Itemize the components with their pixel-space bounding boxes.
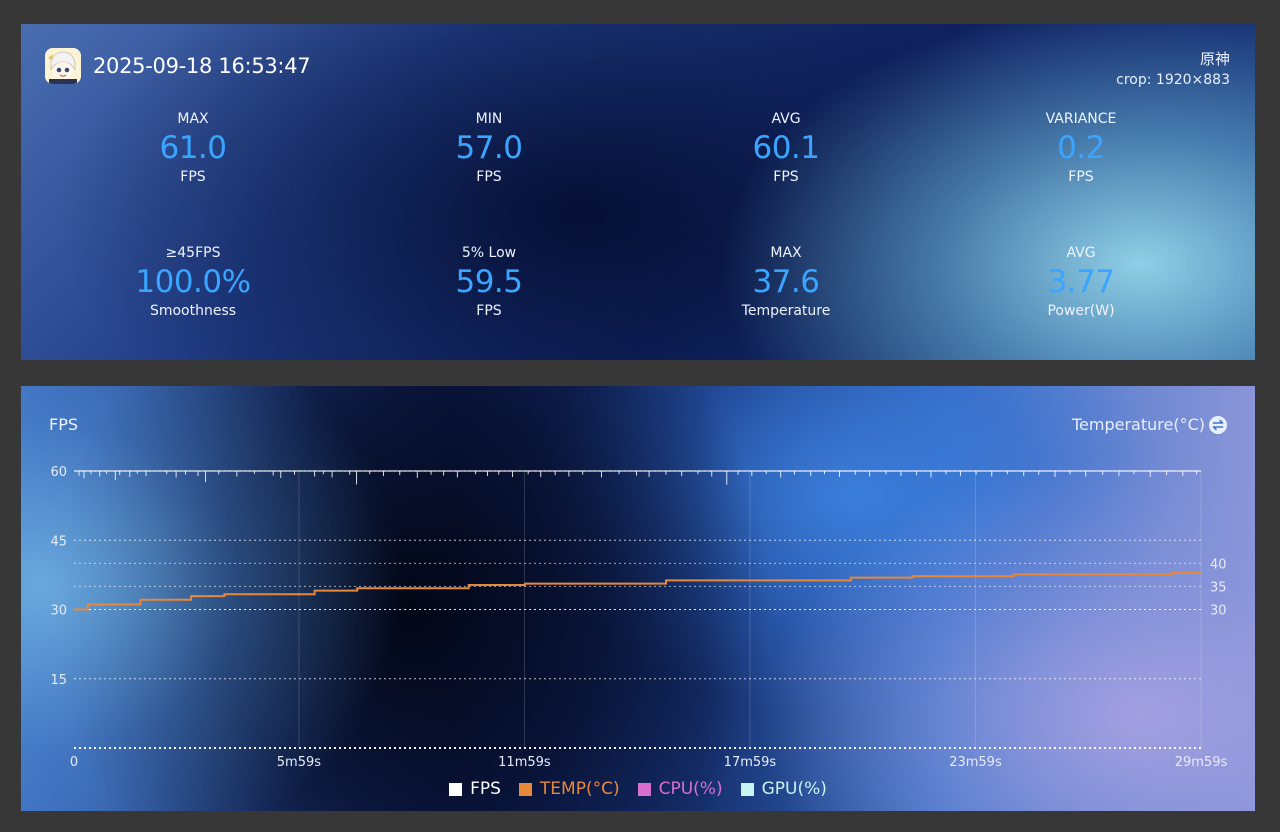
legend-item-temp[interactable]: TEMP(°C) bbox=[518, 778, 620, 800]
stat-label: AVG bbox=[1066, 245, 1096, 261]
stat-avg-fps: AVG 60.1 FPS bbox=[638, 109, 934, 187]
y-tick-label-left: 30 bbox=[50, 604, 67, 619]
legend-item-cpu[interactable]: CPU(%) bbox=[637, 778, 723, 800]
x-tick-label: 23m59s bbox=[949, 755, 1002, 770]
y-tick-label-right: 35 bbox=[1210, 580, 1227, 595]
crop-resolution: crop: 1920×883 bbox=[1116, 72, 1230, 88]
stat-unit: FPS bbox=[476, 303, 502, 319]
stat-label: 5% Low bbox=[461, 245, 517, 261]
app-icon bbox=[45, 48, 81, 84]
y-tick-label-left: 60 bbox=[50, 465, 67, 480]
legend-swatch bbox=[449, 782, 463, 796]
y-tick-label-left: 45 bbox=[50, 534, 67, 549]
stat-unit: FPS bbox=[1068, 169, 1094, 185]
stat-unit: FPS bbox=[476, 169, 502, 185]
legend-item-gpu[interactable]: GPU(%) bbox=[740, 778, 827, 800]
stat-label: VARIANCE bbox=[1045, 111, 1117, 127]
stat-value: 60.1 bbox=[752, 130, 820, 166]
stats-panel: 2025-09-18 16:53:47 原神 crop: 1920×883 MA… bbox=[21, 24, 1255, 360]
legend-swatch bbox=[740, 782, 754, 796]
stat-unit: Temperature bbox=[741, 303, 831, 319]
legend-label: FPS bbox=[470, 779, 501, 799]
stat-variance: VARIANCE 0.2 FPS bbox=[933, 109, 1229, 187]
legend-swatch bbox=[518, 782, 532, 796]
stat-min-fps: MIN 57.0 FPS bbox=[341, 109, 637, 187]
legend-label: TEMP(°C) bbox=[539, 779, 620, 799]
stat-label: MAX bbox=[177, 111, 209, 127]
legend-item-fps[interactable]: FPS bbox=[449, 778, 501, 800]
legend-swatch bbox=[637, 782, 651, 796]
stat-unit: Power(W) bbox=[1047, 303, 1115, 319]
x-tick-label: 11m59s bbox=[498, 755, 551, 770]
app-name: 原神 bbox=[1199, 50, 1230, 68]
temperature-line bbox=[74, 572, 1201, 611]
y-tick-label-right: 30 bbox=[1210, 604, 1227, 619]
stat-unit: Smoothness bbox=[149, 303, 237, 319]
stat-label: MAX bbox=[770, 245, 802, 261]
stat-label: MIN bbox=[475, 111, 503, 127]
x-tick-label: 5m59s bbox=[277, 755, 321, 770]
stat-label: ≥45FPS bbox=[165, 245, 221, 261]
stat-max-temperature: MAX 37.6 Temperature bbox=[638, 243, 934, 321]
stat-5pct-low: 5% Low 59.5 FPS bbox=[341, 243, 637, 321]
chart-panel: FPS Temperature(°C) 15 30 45 60 30 35 40 0 5m59s… bbox=[21, 386, 1255, 811]
performance-chart: 15 30 45 60 30 35 40 0 5m59s 11m59s 17m59s 23m59s 29… bbox=[50, 465, 1228, 770]
legend-label: CPU(%) bbox=[658, 779, 723, 799]
session-timestamp: 2025-09-18 16:53:47 bbox=[93, 54, 311, 78]
x-tick-label: 0 bbox=[70, 755, 78, 770]
chart-legend: FPS TEMP(°C) CPU(%) GPU(%) bbox=[21, 778, 1255, 800]
fps-axis-title: FPS bbox=[49, 415, 79, 434]
y-tick-label-right: 40 bbox=[1210, 557, 1227, 572]
legend-label: GPU(%) bbox=[761, 779, 827, 799]
swap-icon[interactable] bbox=[1209, 416, 1227, 434]
stat-unit: FPS bbox=[773, 169, 799, 185]
stat-value: 37.6 bbox=[752, 264, 820, 300]
stat-unit: FPS bbox=[180, 169, 206, 185]
stat-max-fps: MAX 61.0 FPS bbox=[45, 109, 341, 187]
stat-smoothness: ≥45FPS 100.0% Smoothness bbox=[45, 243, 341, 321]
stat-value: 59.5 bbox=[455, 264, 523, 300]
temperature-axis-title[interactable]: Temperature(°C) bbox=[1071, 415, 1205, 434]
stat-value: 0.2 bbox=[1057, 130, 1105, 166]
stat-avg-power: AVG 3.77 Power(W) bbox=[933, 243, 1229, 321]
stat-label: AVG bbox=[771, 111, 801, 127]
x-tick-label: 29m59s bbox=[1175, 755, 1228, 770]
stat-value: 3.77 bbox=[1047, 264, 1115, 300]
stat-value: 57.0 bbox=[455, 130, 523, 166]
x-tick-label: 17m59s bbox=[724, 755, 777, 770]
stat-value: 100.0% bbox=[135, 264, 251, 300]
stat-value: 61.0 bbox=[159, 130, 227, 166]
y-tick-label-left: 15 bbox=[50, 673, 67, 688]
